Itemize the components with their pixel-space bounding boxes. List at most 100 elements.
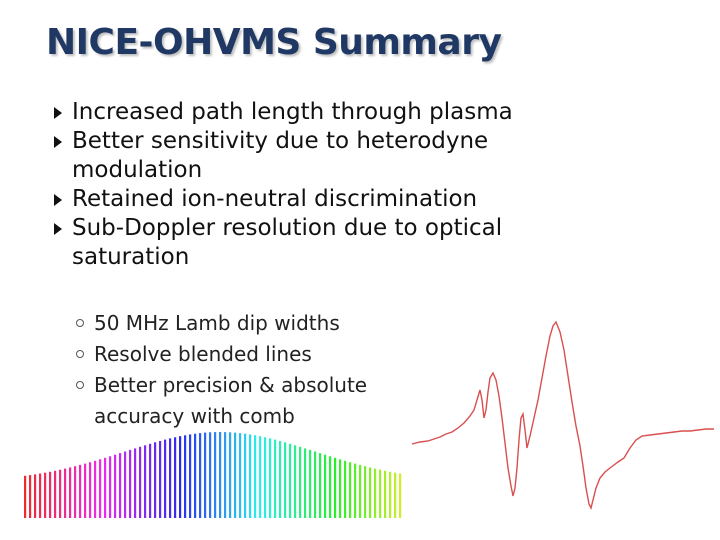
frequency-comb-icon (24, 432, 402, 518)
comb-tooth (184, 435, 187, 518)
bullet-item: Increased path length through plasma (50, 98, 610, 127)
comb-tooth (94, 460, 97, 518)
bullet-item: Sub-Doppler resolution due to optical sa… (50, 214, 610, 272)
comb-tooth (114, 454, 117, 518)
triangle-bullet-icon (54, 223, 62, 235)
comb-tooth (99, 459, 102, 518)
bullet-item: Retained ion-neutral discrimination (50, 185, 610, 214)
comb-tooth (274, 439, 277, 518)
comb-tooth (269, 438, 272, 518)
comb-tooth (44, 472, 47, 518)
comb-tooth (279, 441, 282, 518)
comb-tooth (294, 445, 297, 518)
comb-tooth (229, 432, 232, 518)
comb-tooth (174, 437, 177, 518)
sub-bullet-text: 50 MHz Lamb dip widths (94, 311, 340, 335)
triangle-bullet-icon (54, 107, 62, 119)
bullet-text: Better sensitivity due to heterodyne mod… (72, 128, 489, 183)
comb-tooth (234, 432, 237, 518)
comb-tooth (104, 457, 107, 518)
comb-tooth (74, 466, 77, 518)
sub-bullet-item: 50 MHz Lamb dip widths (76, 308, 416, 339)
comb-tooth (239, 433, 242, 518)
comb-tooth (364, 466, 367, 518)
comb-tooth (249, 434, 252, 518)
comb-tooth (39, 473, 42, 518)
comb-tooth (179, 436, 182, 518)
comb-tooth (49, 471, 52, 518)
bullet-item: Better sensitivity due to heterodyne mod… (50, 127, 610, 185)
comb-tooth (339, 459, 342, 518)
comb-tooth (354, 463, 357, 518)
comb-tooth (319, 453, 322, 518)
comb-tooth (134, 448, 137, 518)
sub-bullet-text: Better precision & absolute accuracy wit… (94, 373, 368, 428)
comb-tooth (199, 433, 202, 518)
comb-tooth (204, 432, 207, 518)
comb-tooth (69, 467, 72, 518)
comb-tooth (219, 432, 222, 518)
comb-tooth (24, 475, 27, 518)
comb-tooth (264, 437, 267, 518)
comb-tooth (344, 460, 347, 518)
comb-tooth (284, 442, 287, 518)
comb-tooth (259, 436, 262, 518)
comb-tooth (324, 454, 327, 518)
comb-tooth (189, 434, 192, 518)
comb-tooth (169, 438, 172, 518)
comb-tooth (159, 441, 162, 518)
circle-bullet-icon (76, 381, 84, 389)
comb-tooth (109, 456, 112, 518)
comb-tooth (144, 445, 147, 518)
comb-tooth (224, 432, 227, 518)
sub-bullet-item: Better precision & absolute accuracy wit… (76, 370, 416, 432)
comb-tooth (149, 443, 152, 518)
comb-tooth (389, 471, 392, 518)
comb-tooth (334, 457, 337, 518)
lamb-dip-trace-icon (411, 320, 714, 511)
comb-tooth (129, 449, 132, 518)
trace-line (411, 320, 714, 511)
comb-tooth (54, 470, 57, 518)
triangle-bullet-icon (54, 194, 62, 206)
sub-bullet-text: Resolve blended lines (94, 342, 312, 366)
comb-tooth (194, 433, 197, 518)
comb-tooth (209, 432, 212, 518)
comb-tooth (124, 451, 127, 518)
comb-tooth (314, 451, 317, 518)
comb-tooth (384, 470, 387, 518)
bullet-text: Retained ion-neutral discrimination (72, 186, 478, 212)
comb-tooth (34, 474, 37, 518)
triangle-bullet-icon (54, 136, 62, 148)
comb-tooth (399, 473, 402, 518)
comb-tooth (304, 448, 307, 518)
slide-title: NICE-OHVMS Summary (46, 22, 502, 63)
comb-tooth (299, 446, 302, 518)
circle-bullet-icon (76, 319, 84, 327)
comb-tooth (79, 464, 82, 518)
comb-tooth (29, 475, 32, 518)
comb-tooth (309, 449, 312, 518)
comb-tooth (89, 462, 92, 518)
comb-tooth (254, 435, 257, 518)
comb-tooth (119, 453, 122, 518)
comb-tooth (369, 467, 372, 518)
comb-tooth (59, 469, 62, 518)
comb-tooth (329, 456, 332, 518)
comb-tooth (394, 472, 397, 518)
sub-bullet-item: Resolve blended lines (76, 339, 416, 370)
bullet-text: Increased path length through plasma (72, 99, 513, 125)
comb-tooth (64, 468, 67, 518)
comb-tooth (289, 443, 292, 518)
comb-tooth (139, 446, 142, 518)
comb-tooth (379, 469, 382, 518)
bullet-text: Sub-Doppler resolution due to optical sa… (72, 215, 503, 270)
comb-tooth (84, 463, 87, 518)
bullet-list: Increased path length through plasma Bet… (50, 98, 610, 272)
comb-tooth (154, 442, 157, 518)
sub-bullet-list: 50 MHz Lamb dip widths Resolve blended l… (76, 308, 416, 432)
comb-tooth (164, 439, 167, 518)
comb-tooth (359, 464, 362, 518)
comb-tooth (214, 432, 217, 518)
circle-bullet-icon (76, 350, 84, 358)
